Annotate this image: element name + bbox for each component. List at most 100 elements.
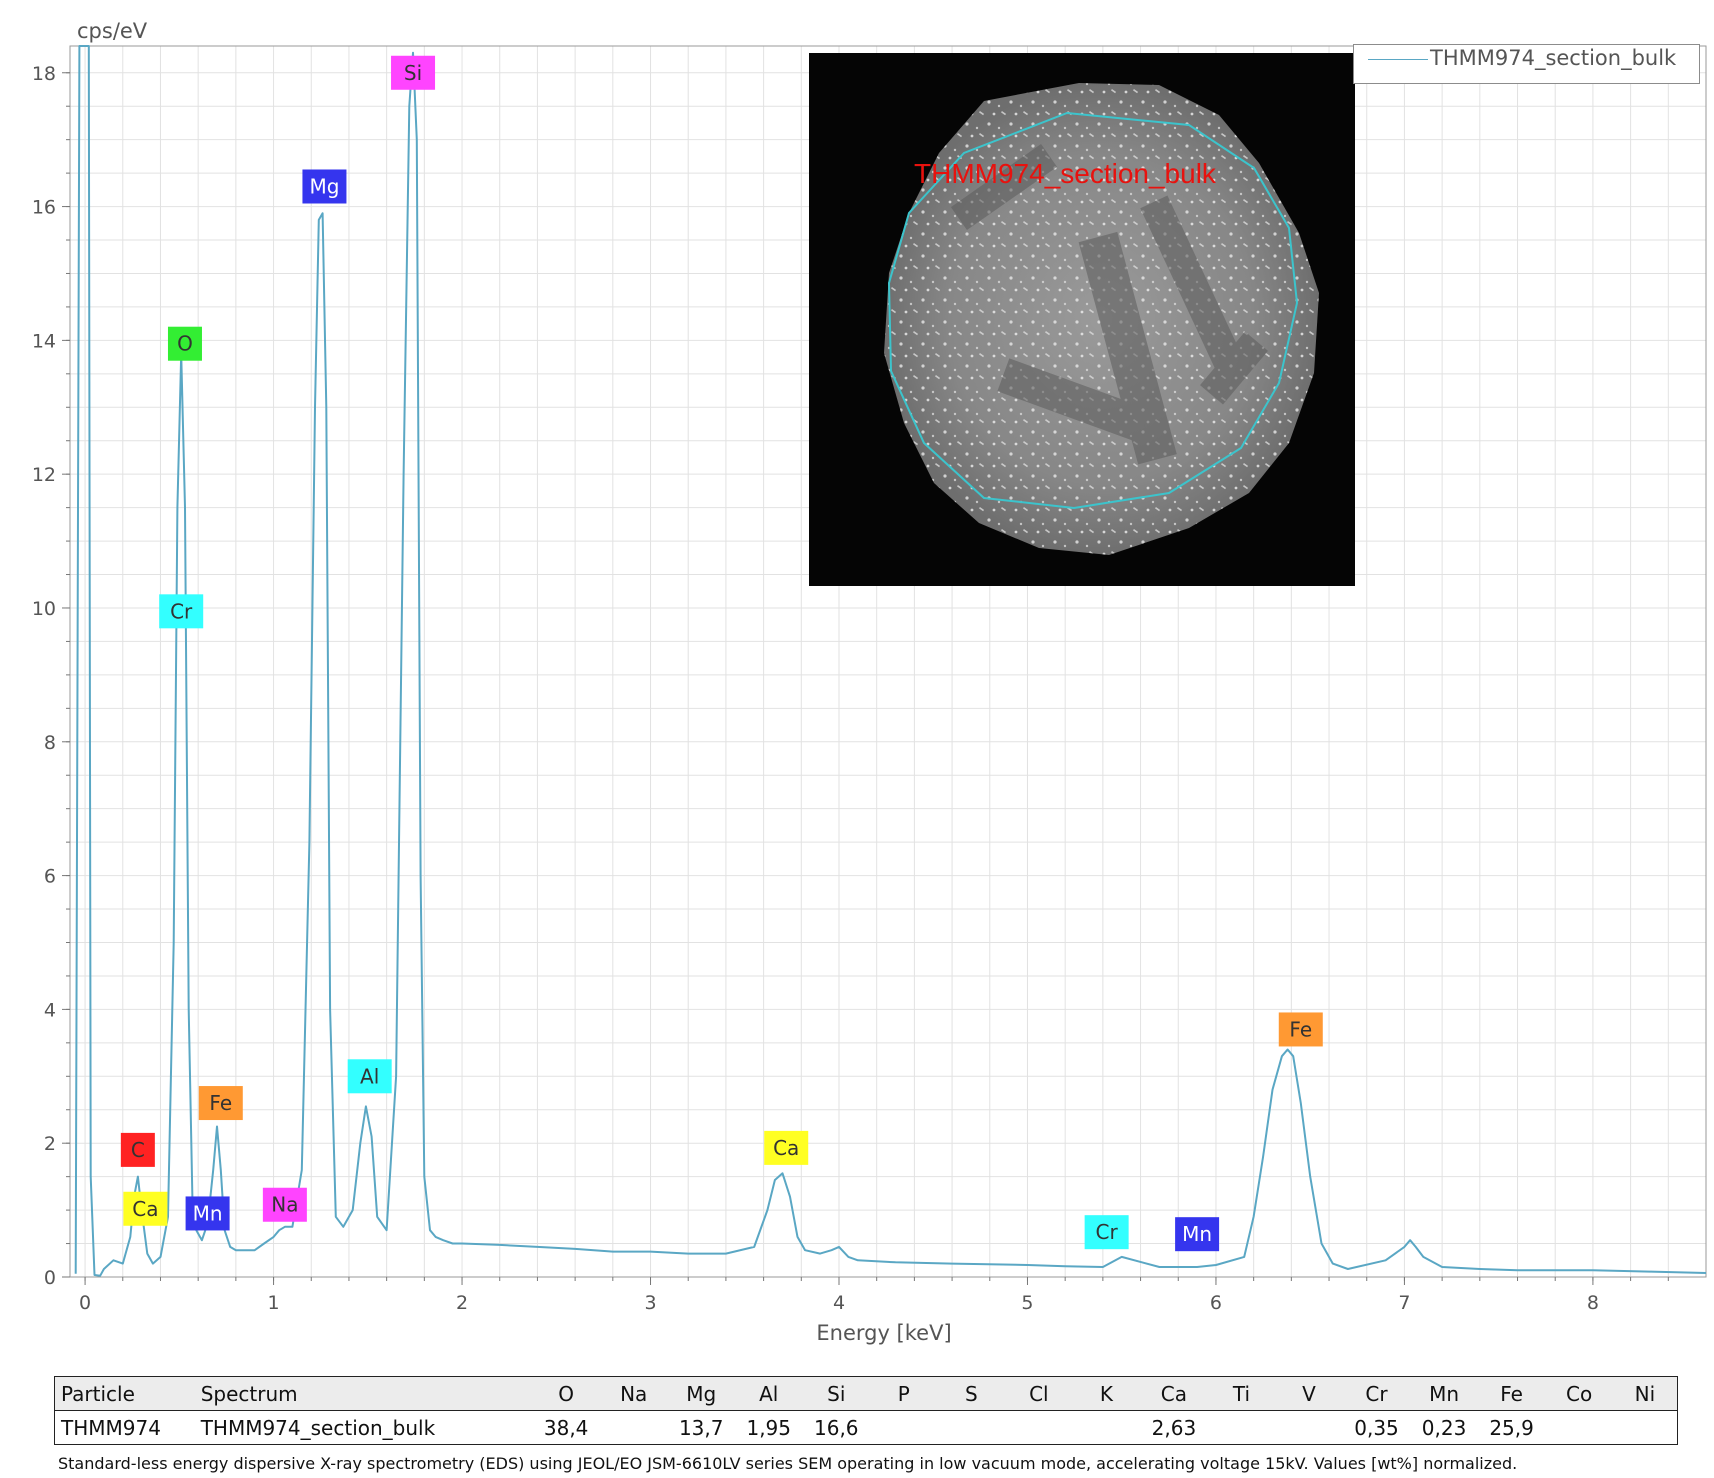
peak-label-cr: Cr [1084, 1215, 1129, 1250]
peak-label-ca: Ca [764, 1130, 809, 1165]
peak-label-text: Mn [1182, 1222, 1212, 1246]
peak-label-na: Na [262, 1187, 307, 1222]
table-header-row: Particle Spectrum O Na Mg Al Si P S Cl K Ca Ti V Cr Mn F… [54, 1376, 1678, 1411]
table-cell-co [1545, 1411, 1613, 1445]
table-cell-na [600, 1411, 668, 1445]
peak-label-text: C [131, 1138, 145, 1162]
table-header-cr: Cr [1365, 1381, 1388, 1406]
peak-label-box [123, 1191, 168, 1226]
peak-label-box [159, 594, 204, 629]
peak-label-mn: Mn [1175, 1217, 1220, 1252]
x-tick-label: 1 [268, 1292, 280, 1314]
peak-label-cr: Cr [159, 594, 204, 629]
table-header-v: V [1302, 1381, 1316, 1406]
table-header-spectrum: Spectrum [200, 1381, 298, 1406]
x-tick-label: 7 [1398, 1292, 1410, 1314]
peak-label-box [302, 169, 347, 204]
legend: THMM974_section_bulk [1353, 44, 1700, 84]
peak-label-text: Mn [193, 1201, 223, 1225]
peak-label-text: Fe [209, 1091, 232, 1115]
composition-table: Particle Spectrum O Na Mg Al Si P S Cl K Ca Ti V Cr Mn F… [54, 1376, 1678, 1445]
peak-label-ca: Ca [123, 1191, 168, 1226]
peak-label-box [764, 1130, 809, 1165]
peak-label-text: Na [271, 1193, 298, 1217]
y-tick-label: 0 [44, 1267, 56, 1289]
table-header-s: S [964, 1381, 978, 1406]
peak-label-mn: Mn [185, 1196, 230, 1231]
table-cell-al: 1,95 [746, 1415, 791, 1440]
peak-label-si: Si [391, 55, 436, 90]
x-tick-label: 0 [79, 1292, 91, 1314]
legend-series-name: THMM974_section_bulk [1430, 46, 1677, 70]
table-cell-k [1073, 1411, 1141, 1445]
y-tick-label: 2 [44, 1133, 56, 1155]
table-header-particle: Particle [61, 1381, 135, 1406]
peak-label-text: Mg [309, 174, 339, 198]
peak-label-o: O [167, 326, 202, 361]
peak-label-text: Si [404, 61, 422, 85]
table-cell-p [870, 1411, 938, 1445]
peak-label-box [1175, 1217, 1220, 1252]
peak-label-box [120, 1132, 155, 1167]
peak-label-box [185, 1196, 230, 1231]
peak-label-box [1084, 1215, 1129, 1250]
analysis-region-outline [887, 111, 1299, 510]
table-cell-mn: 0,23 [1421, 1415, 1467, 1440]
table-header-ni: Ni [1634, 1381, 1656, 1406]
table-cell-v [1275, 1411, 1343, 1445]
table-header-si: Si [827, 1381, 846, 1406]
table-header-p: P [897, 1381, 910, 1406]
table-cell-cl [1005, 1411, 1073, 1445]
peak-label-fe: Fe [1278, 1012, 1323, 1047]
peak-label-mg: Mg [302, 169, 347, 204]
x-tick-label: 3 [644, 1292, 656, 1314]
y-tick-label: 10 [32, 598, 56, 620]
x-tick-label: 4 [833, 1292, 845, 1314]
method-footnote: Standard-less energy dispersive X-ray sp… [58, 1454, 1518, 1473]
y-tick-label: 18 [32, 63, 56, 85]
peak-label-text: Ca [773, 1136, 799, 1160]
table-cell-mg: 13,7 [678, 1415, 724, 1440]
peak-label-text: Cr [1096, 1220, 1119, 1244]
table-cell-s [938, 1411, 1006, 1445]
table-header-fe: Fe [1500, 1381, 1523, 1406]
x-tick-label: 5 [1021, 1292, 1033, 1314]
table-header-o: O [558, 1381, 575, 1406]
inset-region-label: THMM974_section_bulk [914, 158, 1216, 189]
peak-label-box [391, 55, 436, 90]
table-cell-fe: 25,9 [1489, 1415, 1534, 1440]
y-axis-title: cps/eV [77, 19, 148, 43]
legend-swatch [1368, 59, 1428, 60]
x-tick-label: 6 [1210, 1292, 1222, 1314]
y-tick-label: 14 [32, 330, 56, 352]
series-line [74, 45, 1707, 1277]
sem-inset-image: THMM974_section_bulk [809, 53, 1355, 586]
y-tick-label: 12 [32, 464, 56, 486]
table-cell-ca: 2,63 [1151, 1415, 1197, 1440]
table-cell-particle: THMM974 [61, 1415, 161, 1440]
x-tick-label: 2 [456, 1292, 468, 1314]
table-row: THMM974 THMM974_section_bulk 38,4 13,7 1,95 1… [54, 1410, 1678, 1445]
table-cell-cr: 0,35 [1354, 1415, 1399, 1440]
peak-labels: Si Mg O Cr Fe C Ca Mn Na Al Ca Cr Mn Fe [120, 55, 1323, 1252]
table-header-ti: Ti [1232, 1381, 1251, 1406]
x-tick-label: 8 [1587, 1292, 1599, 1314]
table-header-cl: Cl [1029, 1381, 1049, 1406]
peak-label-c: C [120, 1132, 155, 1167]
peak-label-text: Ca [132, 1197, 158, 1221]
peak-label-box [167, 326, 202, 361]
peak-label-fe: Fe [198, 1086, 243, 1121]
y-tick-label: 6 [44, 866, 56, 888]
x-axis-title: Energy [keV] [816, 1321, 951, 1345]
peak-label-box [347, 1059, 392, 1094]
table-header-k: K [1099, 1381, 1113, 1406]
sem-particle-image [884, 83, 1319, 555]
table-cell-ti [1208, 1411, 1276, 1445]
table-cell-o: 38,4 [543, 1415, 589, 1440]
peak-label-al: Al [347, 1059, 392, 1094]
peak-label-text: O [177, 332, 193, 356]
table-cell-spectrum: THMM974_section_bulk [200, 1415, 436, 1440]
peak-label-box [198, 1086, 243, 1121]
table-header-mn: Mn [1429, 1381, 1460, 1406]
